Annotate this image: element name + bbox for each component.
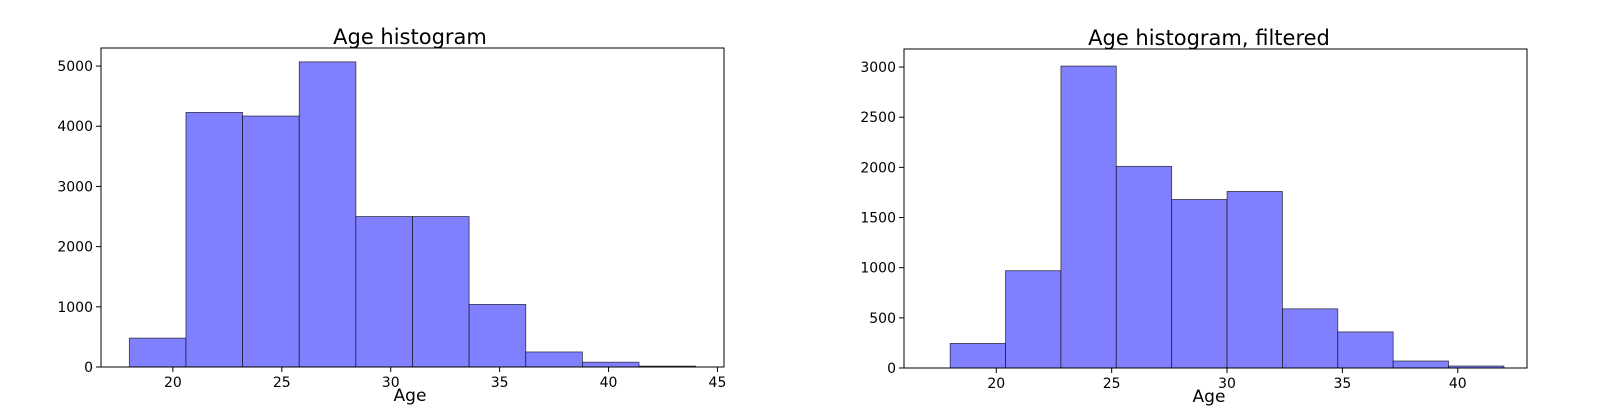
histogram-bar	[1115, 165, 1173, 369]
x-tick-label: 40	[600, 375, 618, 391]
age-histogram-filtered-chart: Age histogram, filtered Age 20 25 30 35 40 0 5…	[860, 26, 1528, 407]
y-tick-label: 2500	[860, 110, 896, 126]
x-tick-label: 35	[491, 375, 509, 391]
x-tick-label: 30	[382, 375, 400, 391]
histogram-bar	[468, 304, 527, 368]
histogram-bar	[1337, 331, 1394, 369]
x-tick-label: 25	[1103, 376, 1121, 392]
y-tick-label: 1000	[57, 300, 93, 316]
y-tick-label: 2000	[860, 160, 896, 176]
x-tick-label: 45	[709, 375, 727, 391]
y-tick-label: 1500	[860, 211, 896, 227]
x-axis-label: Age	[1193, 387, 1226, 407]
y-tick-label: 1000	[860, 261, 896, 277]
y-tick-label: 0	[887, 361, 896, 377]
histogram-bar	[1060, 65, 1117, 369]
histogram-bar	[1005, 270, 1062, 369]
x-tick-label: 35	[1333, 376, 1351, 392]
y-tick-label: 2000	[57, 240, 93, 256]
histogram-bar	[1392, 360, 1449, 369]
y-tick-label: 500	[869, 311, 896, 327]
histogram-bar	[525, 351, 583, 368]
histogram-bar	[185, 112, 243, 368]
y-tick-label: 0	[84, 360, 93, 376]
histogram-bar	[1171, 199, 1228, 369]
x-tick-label: 25	[273, 375, 291, 391]
chart-title: Age histogram, filtered	[1088, 26, 1330, 50]
plot-frame	[100, 47, 725, 368]
histogram-bar	[298, 61, 357, 368]
x-tick-label: 30	[1218, 376, 1236, 392]
x-tick-label: 20	[164, 375, 182, 391]
histogram-bar	[1282, 308, 1339, 369]
histogram-bar	[242, 115, 300, 368]
chart-title: Age histogram	[333, 25, 487, 49]
histogram-bar	[1226, 191, 1283, 369]
y-tick-label: 3000	[57, 179, 93, 195]
x-axis-label: Age	[394, 386, 427, 406]
histogram-bar	[949, 343, 1006, 369]
histogram-bar	[355, 216, 413, 368]
y-tick-label: 4000	[57, 119, 93, 135]
y-tick-label: 5000	[57, 59, 93, 75]
x-tick-label: 20	[987, 376, 1005, 392]
histogram-bar	[582, 361, 640, 368]
age-histogram-chart: Age histogram Age 20 25 30 35 40 45 0 1000 2000 3…	[57, 25, 726, 406]
histogram-bar	[128, 337, 187, 368]
x-tick-label: 40	[1449, 376, 1467, 392]
plot-frame	[903, 48, 1528, 369]
histogram-bar	[412, 216, 470, 368]
y-tick-label: 3000	[860, 60, 896, 76]
